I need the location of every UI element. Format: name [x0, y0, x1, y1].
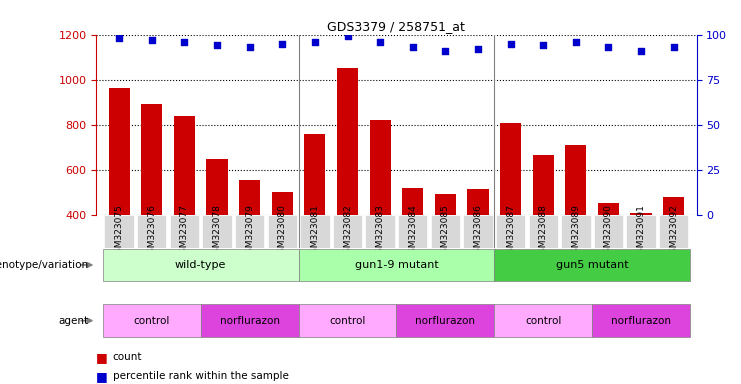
- FancyBboxPatch shape: [137, 215, 167, 248]
- Point: [211, 42, 223, 48]
- FancyBboxPatch shape: [398, 215, 428, 248]
- Bar: [598, 203, 619, 215]
- FancyBboxPatch shape: [103, 304, 201, 337]
- Point: [244, 44, 256, 50]
- Text: percentile rank within the sample: percentile rank within the sample: [113, 371, 288, 381]
- Text: genotype/variation: genotype/variation: [0, 260, 89, 270]
- Point: [179, 39, 190, 45]
- Text: ■: ■: [96, 370, 108, 383]
- Text: GSM323082: GSM323082: [343, 204, 352, 259]
- Text: norflurazon: norflurazon: [416, 316, 476, 326]
- Point: [276, 41, 288, 47]
- Text: gun5 mutant: gun5 mutant: [556, 260, 628, 270]
- FancyBboxPatch shape: [300, 215, 330, 248]
- Bar: [109, 88, 130, 215]
- Text: GSM323086: GSM323086: [473, 204, 482, 259]
- Bar: [370, 120, 391, 215]
- Text: GSM323091: GSM323091: [637, 204, 645, 259]
- Text: count: count: [113, 352, 142, 362]
- Point: [113, 35, 125, 41]
- FancyBboxPatch shape: [561, 215, 591, 248]
- Text: GSM323076: GSM323076: [147, 204, 156, 259]
- Bar: [402, 188, 423, 215]
- Point: [407, 44, 419, 50]
- Bar: [239, 180, 260, 215]
- Text: GSM323084: GSM323084: [408, 204, 417, 259]
- Point: [472, 46, 484, 52]
- FancyBboxPatch shape: [431, 215, 460, 248]
- Point: [602, 44, 614, 50]
- Text: GSM323088: GSM323088: [539, 204, 548, 259]
- Bar: [565, 145, 586, 215]
- Text: GSM323085: GSM323085: [441, 204, 450, 259]
- Bar: [305, 134, 325, 215]
- Bar: [468, 189, 488, 215]
- Text: GSM323083: GSM323083: [376, 204, 385, 259]
- Point: [342, 33, 353, 40]
- Bar: [500, 122, 521, 215]
- Text: GSM323080: GSM323080: [278, 204, 287, 259]
- FancyBboxPatch shape: [103, 250, 299, 280]
- Text: gun1-9 mutant: gun1-9 mutant: [354, 260, 439, 270]
- Text: control: control: [329, 316, 366, 326]
- Point: [570, 39, 582, 45]
- Text: control: control: [525, 316, 562, 326]
- Text: GSM323089: GSM323089: [571, 204, 580, 259]
- Text: GSM323081: GSM323081: [310, 204, 319, 259]
- FancyBboxPatch shape: [201, 304, 299, 337]
- Point: [505, 41, 516, 47]
- Bar: [533, 155, 554, 215]
- Point: [309, 39, 321, 45]
- FancyBboxPatch shape: [626, 215, 656, 248]
- Bar: [174, 116, 195, 215]
- Bar: [435, 194, 456, 215]
- Text: GSM323078: GSM323078: [213, 204, 222, 259]
- Point: [439, 48, 451, 54]
- Text: ■: ■: [96, 351, 108, 364]
- FancyBboxPatch shape: [528, 215, 558, 248]
- Text: GSM323075: GSM323075: [115, 204, 124, 259]
- Text: GSM323092: GSM323092: [669, 204, 678, 259]
- Point: [146, 37, 158, 43]
- Bar: [142, 104, 162, 215]
- Text: control: control: [133, 316, 170, 326]
- FancyBboxPatch shape: [365, 215, 395, 248]
- FancyBboxPatch shape: [268, 215, 297, 248]
- FancyBboxPatch shape: [494, 304, 592, 337]
- FancyBboxPatch shape: [659, 215, 688, 248]
- Text: GSM323077: GSM323077: [180, 204, 189, 259]
- FancyBboxPatch shape: [202, 215, 232, 248]
- Text: norflurazon: norflurazon: [611, 316, 671, 326]
- Point: [668, 44, 679, 50]
- FancyBboxPatch shape: [592, 304, 690, 337]
- Point: [374, 39, 386, 45]
- FancyBboxPatch shape: [494, 250, 690, 280]
- FancyBboxPatch shape: [396, 304, 494, 337]
- Bar: [631, 213, 651, 215]
- Text: GSM323090: GSM323090: [604, 204, 613, 259]
- Point: [635, 48, 647, 54]
- FancyBboxPatch shape: [104, 215, 134, 248]
- FancyBboxPatch shape: [496, 215, 525, 248]
- Title: GDS3379 / 258751_at: GDS3379 / 258751_at: [328, 20, 465, 33]
- Text: norflurazon: norflurazon: [219, 316, 279, 326]
- Text: GSM323087: GSM323087: [506, 204, 515, 259]
- Bar: [663, 197, 684, 215]
- Bar: [272, 192, 293, 215]
- Text: agent: agent: [59, 316, 89, 326]
- FancyBboxPatch shape: [333, 215, 362, 248]
- FancyBboxPatch shape: [299, 250, 494, 280]
- FancyBboxPatch shape: [594, 215, 623, 248]
- Point: [537, 42, 549, 48]
- Text: GSM323079: GSM323079: [245, 204, 254, 259]
- FancyBboxPatch shape: [299, 304, 396, 337]
- FancyBboxPatch shape: [463, 215, 493, 248]
- Text: wild-type: wild-type: [175, 260, 227, 270]
- Bar: [337, 68, 358, 215]
- FancyBboxPatch shape: [235, 215, 265, 248]
- FancyBboxPatch shape: [170, 215, 199, 248]
- Bar: [207, 159, 227, 215]
